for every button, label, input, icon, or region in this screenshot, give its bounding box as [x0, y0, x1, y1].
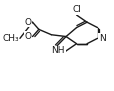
Text: O: O — [24, 18, 31, 27]
Text: N: N — [98, 34, 105, 43]
Text: CH₃: CH₃ — [2, 34, 19, 43]
Text: Cl: Cl — [71, 5, 80, 14]
Text: O: O — [24, 32, 31, 41]
Text: NH: NH — [51, 46, 65, 55]
